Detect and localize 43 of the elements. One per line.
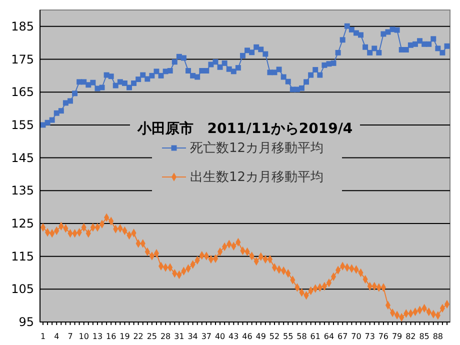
x-tick-label: 40 bbox=[214, 332, 226, 341]
y-tick-label: 115 bbox=[11, 249, 34, 264]
y-tick-label: 185 bbox=[11, 19, 34, 34]
x-tick-label: 76 bbox=[378, 332, 389, 341]
x-tick-label: 19 bbox=[120, 332, 130, 341]
x-tick-label: 13 bbox=[92, 332, 103, 341]
x-tick-label: 4 bbox=[54, 332, 60, 341]
text: 小田原市 2011/11から2019/4 bbox=[136, 120, 353, 137]
x-tick-label: 7 bbox=[68, 332, 73, 341]
y-tick-label: 155 bbox=[11, 118, 34, 132]
x-tick-label: 58 bbox=[296, 332, 307, 341]
x-tick-label: 79 bbox=[392, 332, 402, 341]
y-tick-label: 125 bbox=[11, 216, 34, 230]
x-tick-label: 55 bbox=[283, 332, 294, 341]
x-tick-label: 73 bbox=[364, 332, 375, 341]
x-tick-label: 61 bbox=[310, 332, 320, 341]
x-tick-label: 1 bbox=[40, 332, 46, 341]
y-tick-label: 95 bbox=[18, 315, 34, 329]
y-tick-label: 135 bbox=[11, 184, 34, 198]
x-tick-label: 31 bbox=[174, 332, 184, 341]
x-tick-label: 52 bbox=[269, 332, 280, 341]
y-tick-label: 145 bbox=[11, 150, 34, 165]
x-tick-label: 22 bbox=[133, 332, 144, 341]
x-tick-label: 25 bbox=[146, 332, 158, 341]
legend-label: 死亡数12カ月移動平均 bbox=[190, 140, 324, 156]
x-tick-label: 49 bbox=[256, 332, 266, 341]
x-tick-label: 64 bbox=[324, 332, 334, 341]
x-tick-label: 85 bbox=[419, 332, 430, 341]
x-tick-label: 70 bbox=[351, 332, 362, 341]
x-tick-label: 88 bbox=[432, 332, 444, 341]
x-tick-label: 16 bbox=[106, 332, 116, 341]
x-tick-label: 37 bbox=[201, 332, 212, 341]
y-tick-label: 165 bbox=[11, 85, 34, 100]
legend-label: 出生数12カ月移動平均 bbox=[190, 170, 324, 185]
y-tick-label: 105 bbox=[11, 282, 34, 296]
x-tick-label: 43 bbox=[228, 332, 239, 341]
x-tick-label: 82 bbox=[406, 332, 416, 341]
x-tick-label: 34 bbox=[188, 332, 198, 341]
x-tick-label: 28 bbox=[160, 332, 171, 341]
y-tick-label: 175 bbox=[11, 52, 34, 66]
x-tick-label: 46 bbox=[242, 332, 252, 341]
x-tick-label: 10 bbox=[78, 332, 89, 341]
x-tick-label: 67 bbox=[338, 332, 348, 341]
